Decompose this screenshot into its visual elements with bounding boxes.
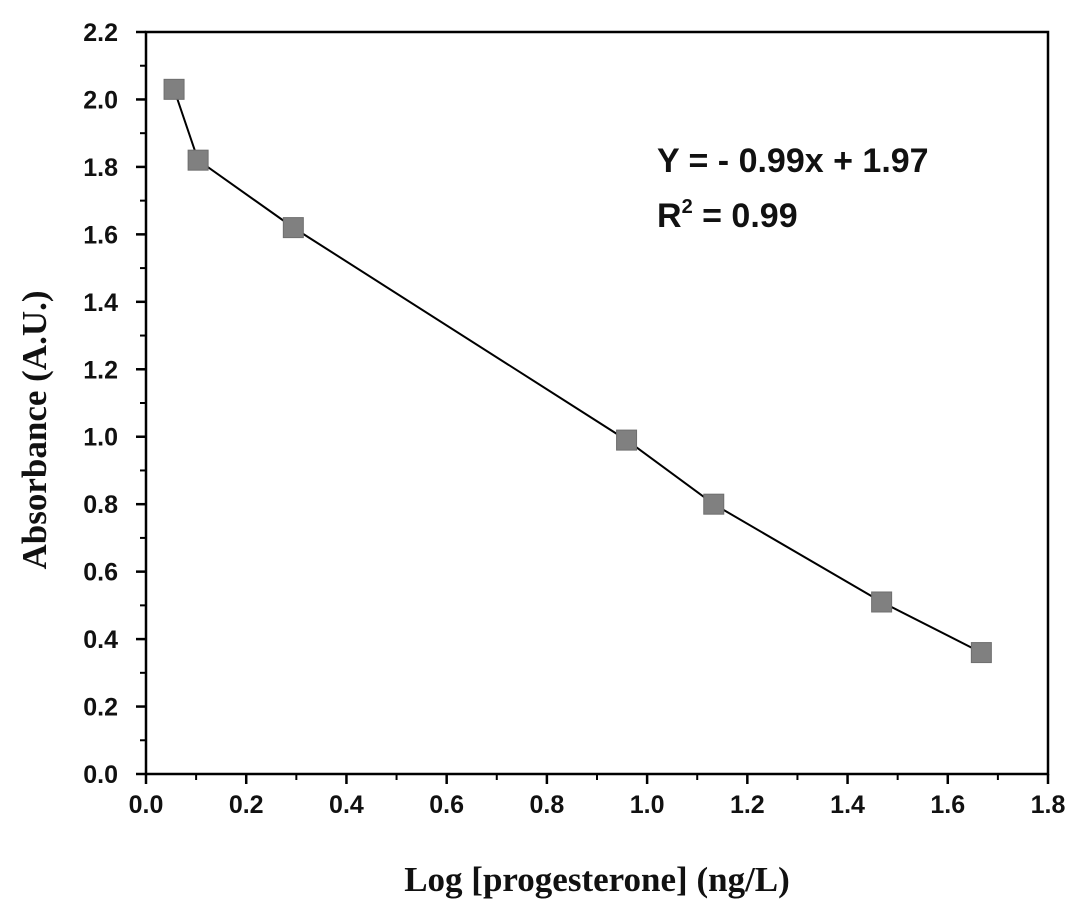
y-tick-label: 2.2 <box>83 19 118 47</box>
r-squared-value: = 0.99 <box>693 197 798 235</box>
y-tick-label: 1.8 <box>83 154 118 182</box>
x-tick-labels: 0.0 0.2 0.4 0.6 0.8 1.0 1.2 1.4 1.6 1.8 <box>129 791 1066 819</box>
y-tick-label: 0.4 <box>83 626 118 654</box>
y-tick-label: 0.8 <box>83 491 118 519</box>
y-tick-label: 1.2 <box>83 356 118 384</box>
data-point <box>871 591 893 613</box>
x-tick-label: 0.8 <box>530 791 565 819</box>
y-tick-label: 0.6 <box>83 559 118 587</box>
y-tick-label: 2.0 <box>83 86 118 114</box>
x-tick-label: 1.0 <box>630 791 665 819</box>
r-squared-label: R2 = 0.99 <box>657 196 798 235</box>
data-point <box>282 217 304 239</box>
x-tick-label: 1.2 <box>730 791 765 819</box>
x-tick-label: 1.6 <box>930 791 965 819</box>
y-tick-label: 1.6 <box>83 221 118 249</box>
y-tick-label: 1.0 <box>83 424 118 452</box>
y-tick-label: 0.2 <box>83 694 118 722</box>
x-tick-label: 1.4 <box>830 791 865 819</box>
r-squared-sup: 2 <box>682 196 693 218</box>
r-squared-prefix: R <box>657 197 682 235</box>
data-point <box>163 78 185 100</box>
regression-equation: Y = - 0.99x + 1.97 <box>657 142 929 180</box>
x-tick-label: 0.2 <box>229 791 264 819</box>
x-tick-label: 0.4 <box>329 791 364 819</box>
data-point <box>187 149 209 171</box>
data-point <box>616 429 638 451</box>
axis-ticks <box>136 30 1050 784</box>
y-tick-labels: 0.0 0.2 0.4 0.6 0.8 1.0 1.2 1.4 1.6 1.8 2.0 2.2 <box>83 19 118 789</box>
data-point <box>970 642 992 664</box>
y-tick-label: 1.4 <box>83 289 118 317</box>
x-axis-title: Log [progesterone] (ng/L) <box>404 860 790 899</box>
y-tick-label: 0.0 <box>83 761 118 789</box>
x-tick-label: 1.8 <box>1031 791 1066 819</box>
data-point <box>703 493 725 515</box>
y-axis-title: Absorbance (A.U.) <box>15 290 54 569</box>
x-tick-label: 0.6 <box>429 791 464 819</box>
data-markers <box>163 78 992 664</box>
x-tick-label: 0.0 <box>129 791 164 819</box>
